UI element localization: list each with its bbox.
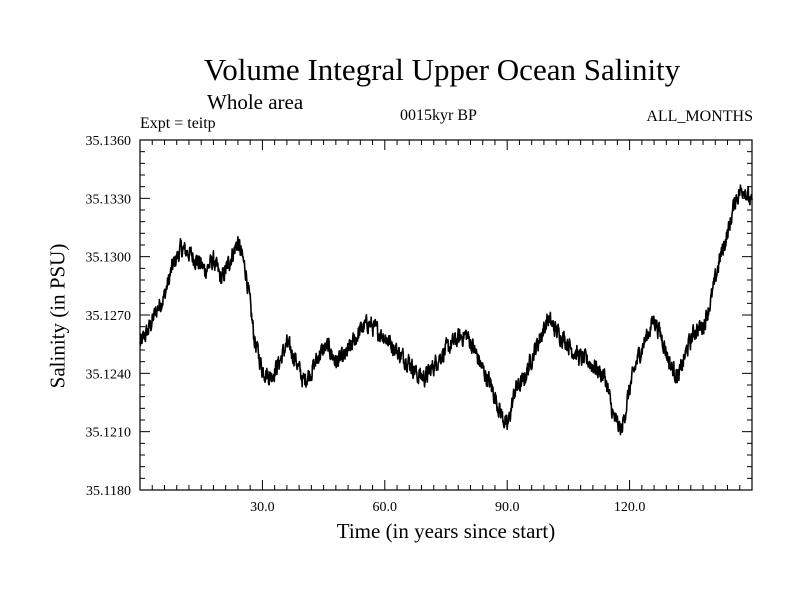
x-tick-label: 90.0 — [495, 500, 520, 515]
series-line-salinity — [139, 184, 753, 436]
y-tick-label: 35.1180 — [86, 484, 131, 499]
experiment-label: Expt = teitp — [140, 115, 216, 132]
x-tick-label: 120.0 — [614, 500, 646, 515]
y-tick-label: 35.1330 — [86, 192, 132, 207]
tick-labels: 30.0 60.0 90.0 120.0 35.1180 35.1210 35.1240 35… — [86, 134, 646, 515]
series-layer — [139, 184, 753, 436]
chart-title: Volume Integral Upper Ocean Salinity — [203, 52, 681, 87]
axis-ticks — [140, 139, 752, 491]
x-tick-label: 60.0 — [373, 500, 398, 515]
y-tick-label: 35.1270 — [86, 309, 132, 324]
y-tick-label: 35.1300 — [86, 251, 132, 266]
x-tick-label: 30.0 — [250, 500, 275, 515]
period-label: 0015kyr BP — [400, 107, 477, 124]
y-tick-label: 35.1240 — [86, 367, 132, 382]
months-label: ALL_MONTHS — [646, 108, 753, 125]
x-axis-label: Time (in years since start) — [336, 519, 556, 543]
y-tick-label: 35.1360 — [86, 134, 132, 149]
y-tick-label: 35.1210 — [86, 426, 132, 441]
plot-frame — [139, 139, 753, 491]
chart-subtitle: Whole area — [207, 90, 304, 114]
